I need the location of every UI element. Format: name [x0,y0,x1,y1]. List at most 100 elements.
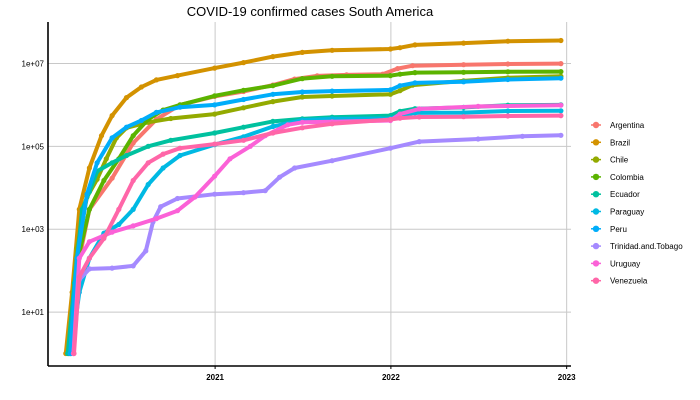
legend-label: Paraguay [610,208,644,217]
data-point [558,69,564,75]
data-point [130,140,136,146]
data-point [86,255,92,261]
legend-label: Trinidad.and.Tobago [610,242,683,251]
data-point [412,70,418,76]
data-point [519,133,526,139]
data-point [505,113,511,119]
data-point [227,156,233,162]
data-point [212,65,218,71]
data-point [153,77,159,83]
data-point [410,63,416,69]
data-point [505,108,511,114]
legend-item: Chile [591,156,629,165]
data-point [397,115,403,121]
data-point [86,165,92,171]
data-point [84,191,90,197]
series-line [72,113,563,356]
x-tick-label: 2021 [206,373,224,382]
legend-label: Colombia [610,173,644,182]
data-point [395,66,401,72]
legend-label: Brazil [610,138,630,147]
data-point [174,208,181,214]
data-point [212,111,218,117]
legend: Argentina Brazil Chile Colombia Ecuador Parag… [591,121,683,286]
data-point [285,122,291,128]
series-paraguay [68,108,564,357]
data-point [270,83,276,89]
data-point [174,195,181,202]
data-point [103,156,109,162]
data-point [299,76,305,82]
data-point [174,73,181,79]
legend-label: Peru [610,225,627,234]
data-point [270,99,276,105]
legend-item: Argentina [591,121,645,130]
data-point [262,188,268,194]
data-point [130,206,136,212]
legend-swatch [592,156,600,163]
data-point [412,80,418,86]
data-point [416,114,422,120]
data-point [558,75,564,81]
legend-swatch [592,208,600,215]
data-point [397,71,403,77]
data-point [76,274,82,280]
x-tick-label: 2023 [558,373,576,382]
data-point [145,143,151,149]
series-layer [63,37,564,357]
data-point [461,114,467,120]
series-venezuela [71,113,564,357]
legend-swatch [592,139,600,146]
data-point [387,46,393,52]
data-point [86,266,92,272]
data-point [461,62,467,68]
data-point [505,61,511,67]
data-point [387,87,393,93]
data-point [177,145,183,151]
data-point [387,91,393,97]
data-point [558,132,564,138]
data-point [397,88,403,94]
data-point [461,69,467,75]
data-point [558,113,564,119]
data-point [109,229,115,235]
data-point [270,91,276,97]
data-point [270,123,276,130]
data-point [109,160,115,166]
legend-swatch [592,225,600,232]
data-point [461,79,467,85]
legend-label: Ecuador [610,190,640,199]
data-point [558,108,564,114]
data-point [461,110,467,116]
data-point [109,265,115,271]
legend-item: Peru [591,225,627,234]
data-point [387,73,393,79]
series-line [68,69,563,356]
data-point [240,190,247,196]
data-point [192,194,198,200]
data-point [299,119,305,125]
data-point [505,69,511,75]
data-point [160,151,166,157]
data-point [130,177,136,184]
data-point [212,130,218,136]
data-point [387,116,393,123]
legend-swatch [592,191,600,198]
data-point [240,87,247,93]
data-point [329,73,335,79]
legend-item: Paraguay [591,208,644,217]
data-point [416,106,422,112]
data-point [270,118,276,124]
data-point [130,133,136,139]
data-point [153,216,159,222]
data-point [292,165,298,171]
legend-label: Argentina [610,121,645,130]
legend-label: Venezuela [610,277,648,286]
y-tick-label: 1e+05 [22,142,45,151]
data-point [168,137,174,143]
data-point [86,206,92,212]
data-point [329,88,335,94]
data-point [397,111,403,117]
data-point [299,94,305,100]
